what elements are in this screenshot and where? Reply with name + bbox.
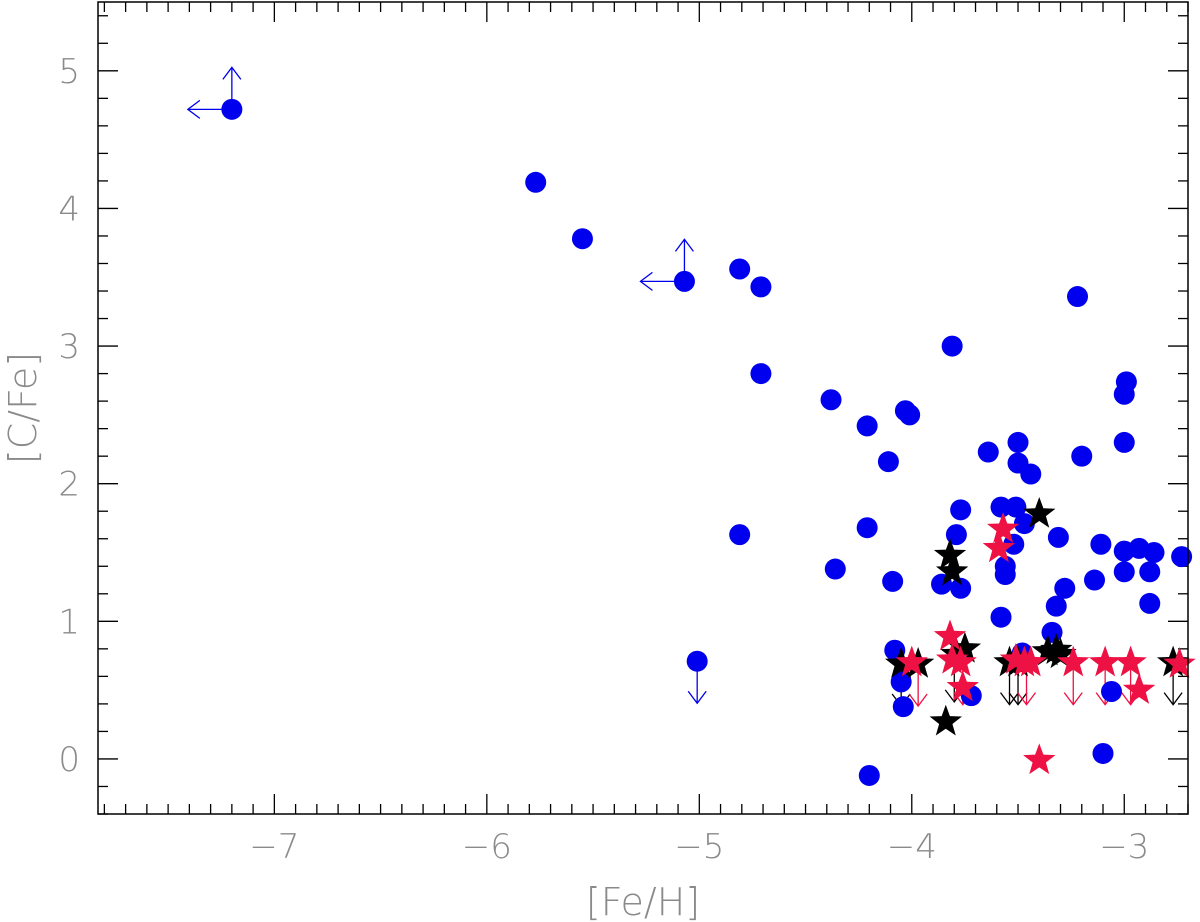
black-star-point — [1023, 496, 1056, 528]
blue-circle-point — [858, 764, 880, 786]
blue-circle-point — [525, 171, 547, 193]
tick-labels: −7 −6 −5 −4 −3 0 1 2 3 4 5 — [58, 52, 1149, 867]
blue-circle-point — [1084, 569, 1106, 591]
blue-circle-point — [945, 524, 967, 546]
blue-circle-point — [1007, 431, 1029, 453]
blue-circle-point — [1113, 561, 1135, 583]
blue-circle-point — [1045, 595, 1067, 617]
y-tick-label: 1 — [58, 602, 80, 642]
red-star-point — [933, 619, 967, 651]
blue-circle-point — [882, 570, 904, 592]
axis-ticks — [98, 2, 1189, 815]
blue-circle-point — [1047, 526, 1069, 548]
blue-circle-point — [820, 389, 842, 411]
x-axis-title: [Fe/H] — [586, 880, 700, 922]
blue-circle-point — [571, 228, 593, 250]
blue-circle-point — [990, 496, 1012, 518]
blue-circle-point — [977, 441, 999, 463]
blue-circle-point — [1143, 542, 1165, 564]
x-tick-label: −7 — [249, 827, 299, 867]
black-star-point — [884, 646, 918, 678]
blue-circle-point — [877, 451, 899, 473]
blue-circle-point — [950, 499, 972, 521]
black-star-point — [929, 704, 962, 736]
x-tick-label: −4 — [887, 827, 937, 867]
blue-circle-point — [686, 650, 708, 672]
y-tick-label: 3 — [58, 327, 80, 367]
blue-circle-point — [221, 98, 243, 120]
y-axis-title: [C/Fe] — [1, 352, 45, 464]
blue-circle-point — [1092, 742, 1114, 764]
blue-circle-point — [1101, 681, 1123, 703]
blue-circle-point — [750, 276, 772, 298]
blue-circle-point — [750, 363, 772, 385]
black-star-point — [1044, 637, 1077, 669]
black-star-point — [948, 631, 982, 663]
blue-circle-point — [1090, 533, 1112, 555]
limit-arrows — [186, 66, 1183, 708]
blue-circle-point — [1113, 431, 1135, 453]
y-tick-label: 2 — [58, 465, 80, 505]
plot-frame — [97, 1, 1189, 815]
blue-circle-point — [1139, 561, 1161, 583]
blue-circle-point — [890, 671, 912, 693]
blue-circle-point — [892, 696, 914, 718]
red-star-point — [895, 645, 928, 677]
y-tick-label: 0 — [58, 740, 80, 780]
red-star-point — [1122, 673, 1156, 704]
y-tick-label: 4 — [58, 189, 80, 229]
x-tick-label: −5 — [674, 827, 724, 867]
red-star-point — [982, 531, 1016, 563]
red-star-point — [1014, 645, 1047, 677]
blue-circle-point — [729, 524, 751, 546]
blue-circle-point — [1013, 513, 1035, 535]
blue-circle-point — [1071, 445, 1093, 467]
black-star-point — [935, 554, 969, 586]
blue-circle-point — [1041, 621, 1063, 643]
blue-circle-point — [729, 258, 751, 280]
blue-circle-point — [1020, 463, 1042, 485]
black-star-point — [940, 637, 973, 669]
blue-circle-point — [673, 270, 695, 292]
y-tick-label: 5 — [58, 52, 80, 92]
red-star-point — [986, 512, 1020, 543]
blue-circle-point — [1005, 496, 1027, 518]
blue-circle-point — [1171, 546, 1193, 568]
blue-circle-point — [1113, 383, 1135, 405]
blue-circle-point — [856, 415, 878, 437]
blue-circle-point — [994, 564, 1016, 586]
red-star-point — [944, 645, 977, 677]
red-star-point — [1057, 645, 1090, 677]
blue-circle-point — [950, 577, 972, 599]
blue-circle-point — [1054, 577, 1076, 599]
blue-circle-point — [1067, 286, 1089, 308]
red-star-point — [1088, 645, 1122, 677]
blue-circle-point — [856, 517, 878, 539]
blue-circle-point — [1139, 592, 1161, 614]
blue-circle-point — [824, 558, 846, 580]
black-star-point — [933, 538, 967, 570]
red-star-point — [1114, 645, 1147, 677]
blue-circle-point — [899, 404, 921, 426]
x-tick-label: −3 — [1099, 827, 1149, 867]
red-star-point — [1163, 646, 1196, 678]
data-points — [221, 98, 1196, 786]
blue-circle-point — [990, 606, 1012, 628]
black-star-point — [1040, 633, 1073, 664]
red-star-point — [1023, 743, 1056, 775]
red-star-point — [946, 670, 979, 702]
blue-circle-point — [941, 335, 963, 357]
x-tick-label: −6 — [462, 827, 512, 867]
